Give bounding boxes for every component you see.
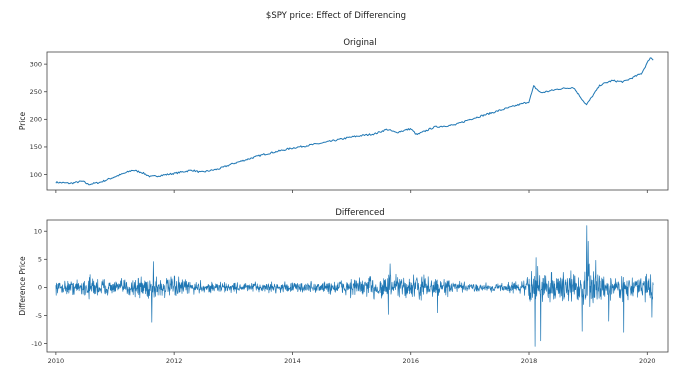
y-tick-label: 200 (30, 116, 42, 124)
x-tick-label: 2012 (166, 357, 183, 365)
difference-series-line (55, 225, 654, 347)
subplot-title-differenced: Differenced (335, 208, 384, 218)
y-tick-label: 150 (30, 143, 42, 151)
x-tick-label: 2010 (48, 357, 65, 365)
y-tick-label: 5 (38, 256, 42, 264)
subplot-differenced: Differenced Difference Price -10 -5 0 5 10 2… (18, 208, 669, 365)
plot-frame-original (46, 51, 669, 191)
subplot-title-original: Original (343, 38, 376, 48)
x-ticks-differenced: 2010 2012 2014 2016 2018 2020 (48, 352, 656, 365)
price-series-line (55, 57, 654, 186)
plot-frame-differenced (46, 219, 669, 353)
y-ticks-differenced: -10 -5 0 5 10 (31, 228, 47, 348)
y-tick-label: -10 (31, 340, 42, 348)
y-tick-label: 10 (34, 228, 42, 236)
x-ticks-original (55, 190, 648, 193)
x-tick-label: 2020 (639, 357, 656, 365)
y-tick-label: -5 (36, 312, 42, 320)
y-ticks-original: 100 150 200 250 300 (30, 60, 47, 179)
y-tick-label: 0 (38, 284, 42, 292)
y-tick-label: 300 (30, 60, 42, 68)
x-tick-label: 2014 (284, 357, 301, 365)
subplot-original: Original Price 100 150 200 250 300 (18, 38, 669, 193)
y-axis-label-differenced: Difference Price (18, 256, 27, 316)
y-tick-label: 250 (30, 88, 42, 96)
x-tick-label: 2018 (521, 357, 538, 365)
figure-title: $SPY price: Effect of Differencing (266, 11, 406, 21)
y-axis-label-original: Price (18, 111, 27, 130)
x-tick-label: 2016 (402, 357, 419, 365)
y-tick-label: 100 (30, 171, 42, 179)
